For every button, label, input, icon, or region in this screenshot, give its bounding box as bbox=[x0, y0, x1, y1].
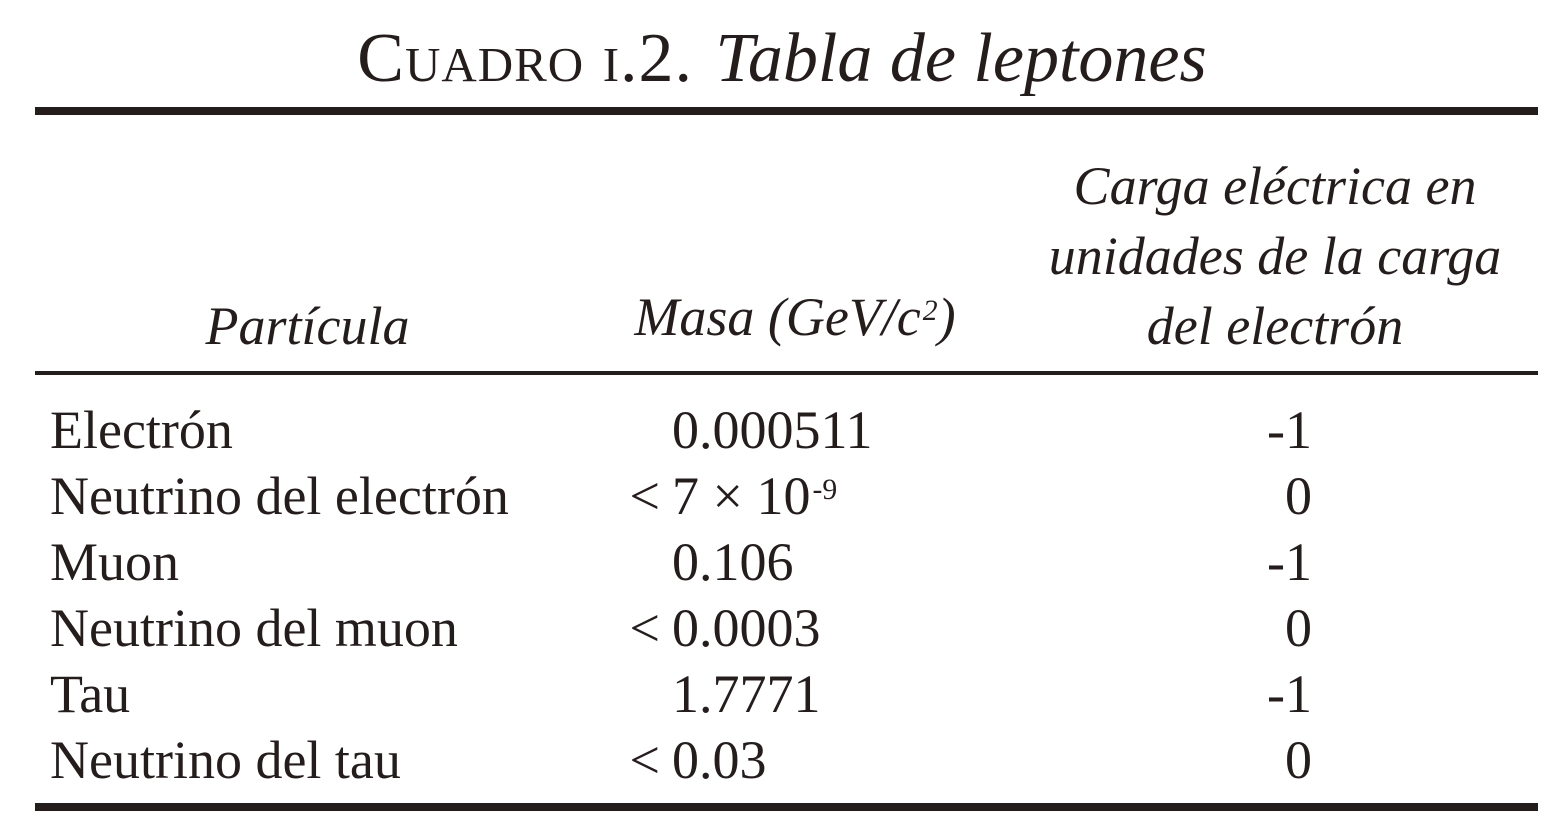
mass-value: 7 × 10-9 bbox=[672, 463, 837, 538]
charge-cell: -1 bbox=[1267, 400, 1312, 460]
mass-number: 1.7771 bbox=[672, 664, 821, 724]
top-rule bbox=[35, 107, 1538, 115]
particle-cell: Tau bbox=[50, 664, 131, 724]
column-header-particle: Partícula bbox=[205, 296, 410, 356]
mass-header-close-paren: ) bbox=[937, 287, 956, 347]
mass-value: 0.0003 bbox=[672, 595, 823, 670]
caption-title: Tabla de leptones bbox=[715, 20, 1207, 97]
charge-cell: 0 bbox=[1285, 730, 1312, 790]
mass-value: 0.03 bbox=[672, 727, 769, 802]
particle-cell: Neutrino del electrón bbox=[50, 466, 509, 526]
table-caption: Cuadro i.2. Tabla de leptones bbox=[0, 18, 1564, 100]
mass-cell: 0.000511 bbox=[580, 397, 1010, 472]
mass-cell: < 7 × 10-9 bbox=[580, 463, 1010, 538]
column-header-mass: Masa (GeV/c2) bbox=[580, 282, 1010, 371]
charge-cell: -1 bbox=[1267, 532, 1312, 592]
particle-cell: Neutrino del tau bbox=[50, 730, 401, 790]
mass-value: 1.7771 bbox=[672, 661, 823, 736]
mass-number: 0.0003 bbox=[672, 598, 821, 658]
table-row: Tau 1.7771 -1 bbox=[35, 661, 1540, 727]
charge-cell: 0 bbox=[1285, 598, 1312, 658]
header-rule bbox=[35, 371, 1538, 375]
mass-exponent: -9 bbox=[812, 473, 838, 506]
charge-header-line: del electrón bbox=[1146, 296, 1404, 356]
less-than-sign: < bbox=[629, 466, 660, 526]
table-row: Neutrino del tau < 0.03 0 bbox=[35, 727, 1540, 793]
mass-number: 0.000511 bbox=[672, 400, 873, 460]
less-than-sign: < bbox=[629, 730, 660, 790]
mass-cell: < 0.03 bbox=[580, 727, 1010, 802]
mass-number: 7 × 10 bbox=[672, 466, 811, 526]
mass-cell: 1.7771 bbox=[580, 661, 1010, 736]
charge-header-line: Carga eléctrica en bbox=[1073, 156, 1477, 216]
charge-header-line: unidades de la carga bbox=[1048, 226, 1502, 286]
charge-cell: -1 bbox=[1267, 664, 1312, 724]
column-header-charge: Carga eléctrica en unidades de la carga … bbox=[1010, 151, 1540, 371]
mass-value: 0.106 bbox=[672, 529, 796, 604]
mass-cell: < 0.0003 bbox=[580, 595, 1010, 670]
table-row: Neutrino del muon < 0.0003 0 bbox=[35, 595, 1540, 661]
particle-cell: Muon bbox=[50, 532, 180, 592]
mass-number: 0.106 bbox=[672, 532, 794, 592]
mass-header-exponent: 2 bbox=[922, 294, 938, 327]
charge-cell: 0 bbox=[1285, 466, 1312, 526]
mass-header-base: Masa (GeV/c bbox=[634, 287, 921, 347]
caption-label: Cuadro i.2. bbox=[357, 20, 694, 97]
mass-value: 0.000511 bbox=[672, 397, 875, 472]
table-body: Electrón 0.000511 -1 Neutrino del electr… bbox=[35, 375, 1540, 793]
table-row: Neutrino del electrón < 7 × 10-9 0 bbox=[35, 463, 1540, 529]
particle-cell: Electrón bbox=[50, 400, 233, 460]
table-header-row: Partícula Masa (GeV/c2) Carga eléctrica … bbox=[35, 115, 1540, 371]
mass-cell: 0.106 bbox=[580, 529, 1010, 604]
mass-number: 0.03 bbox=[672, 730, 767, 790]
less-than-sign: < bbox=[629, 598, 660, 658]
bottom-rule bbox=[35, 803, 1538, 811]
table-row: Muon 0.106 -1 bbox=[35, 529, 1540, 595]
particle-cell: Neutrino del muon bbox=[50, 598, 458, 658]
table-row: Electrón 0.000511 -1 bbox=[35, 397, 1540, 463]
